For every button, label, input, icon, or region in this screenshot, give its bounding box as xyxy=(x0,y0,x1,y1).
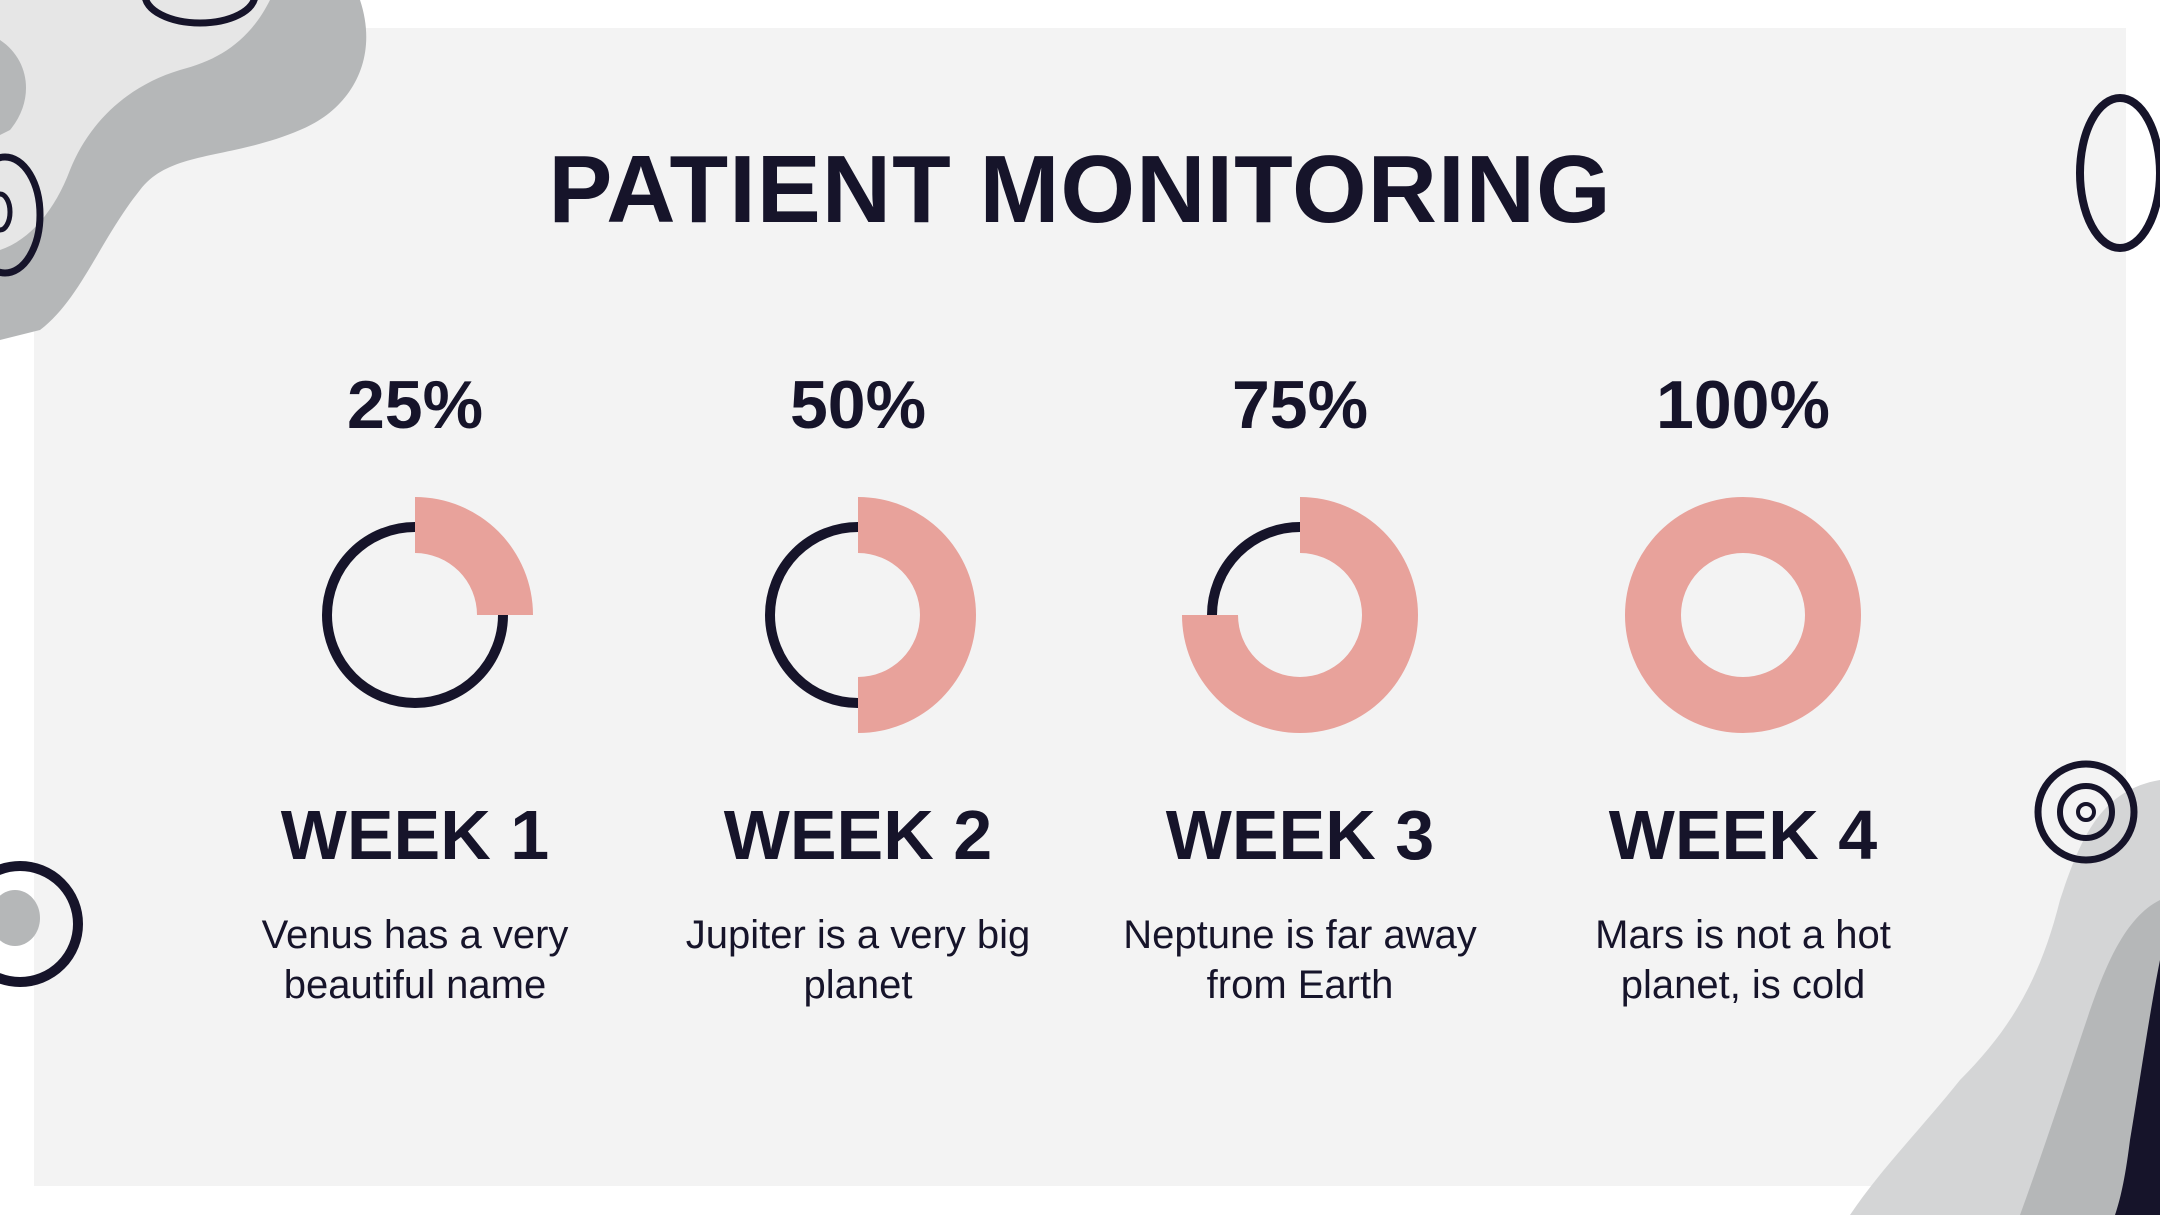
week-description-line-1: Neptune is far away xyxy=(1123,913,1477,957)
week-description-line-2: planet, is cold xyxy=(1620,963,1866,1007)
progress-filled-arc xyxy=(415,497,533,615)
week-description-line-2: beautiful name xyxy=(283,963,547,1007)
week-description: Neptune is far away from Earth xyxy=(1080,910,1520,1010)
week-description-line-1: Jupiter is a very big xyxy=(685,913,1031,957)
progress-donut xyxy=(765,497,976,733)
progress-filled-arc xyxy=(1182,497,1418,733)
week-card-1: 25% WEEK 1 Venus has a very beautiful na… xyxy=(195,0,635,1215)
week-percent: 100% xyxy=(1656,367,1830,443)
progress-donut xyxy=(1625,497,1861,733)
progress-filled-arc xyxy=(858,497,976,733)
week-description: Mars is not a hot planet, is cold xyxy=(1523,910,1963,1010)
decor-blob-top-left-lobe xyxy=(0,40,27,135)
week-label: WEEK 1 xyxy=(280,796,550,874)
week-label: WEEK 4 xyxy=(1608,796,1878,874)
week-percent: 75% xyxy=(1231,367,1369,443)
week-card-4: 100% WEEK 4 Mars is not a hot planet, is… xyxy=(1523,0,1963,1215)
week-card-3: 75% WEEK 3 Neptune is far away from Eart… xyxy=(1080,0,1520,1215)
week-description-line-2: from Earth xyxy=(1206,963,1394,1007)
progress-donut xyxy=(1182,497,1418,733)
week-description-line-1: Mars is not a hot xyxy=(1595,913,1891,957)
progress-filled-arc xyxy=(1625,497,1861,733)
content-panel xyxy=(34,28,2126,1186)
week-description: Venus has a very beautiful name xyxy=(195,910,635,1010)
week-description-line-1: Venus has a very xyxy=(261,913,569,957)
week-label: WEEK 2 xyxy=(723,796,993,874)
week-percent: 50% xyxy=(789,367,927,443)
week-percent: 25% xyxy=(346,367,484,443)
progress-donut xyxy=(322,497,533,708)
page-title: PATIENT MONITORING xyxy=(548,136,1612,243)
week-label: WEEK 3 xyxy=(1165,796,1435,874)
week-card-2: 50% WEEK 2 Jupiter is a very big planet xyxy=(638,0,1078,1215)
week-description-line-2: planet xyxy=(803,963,913,1007)
week-description: Jupiter is a very big planet xyxy=(638,910,1078,1010)
